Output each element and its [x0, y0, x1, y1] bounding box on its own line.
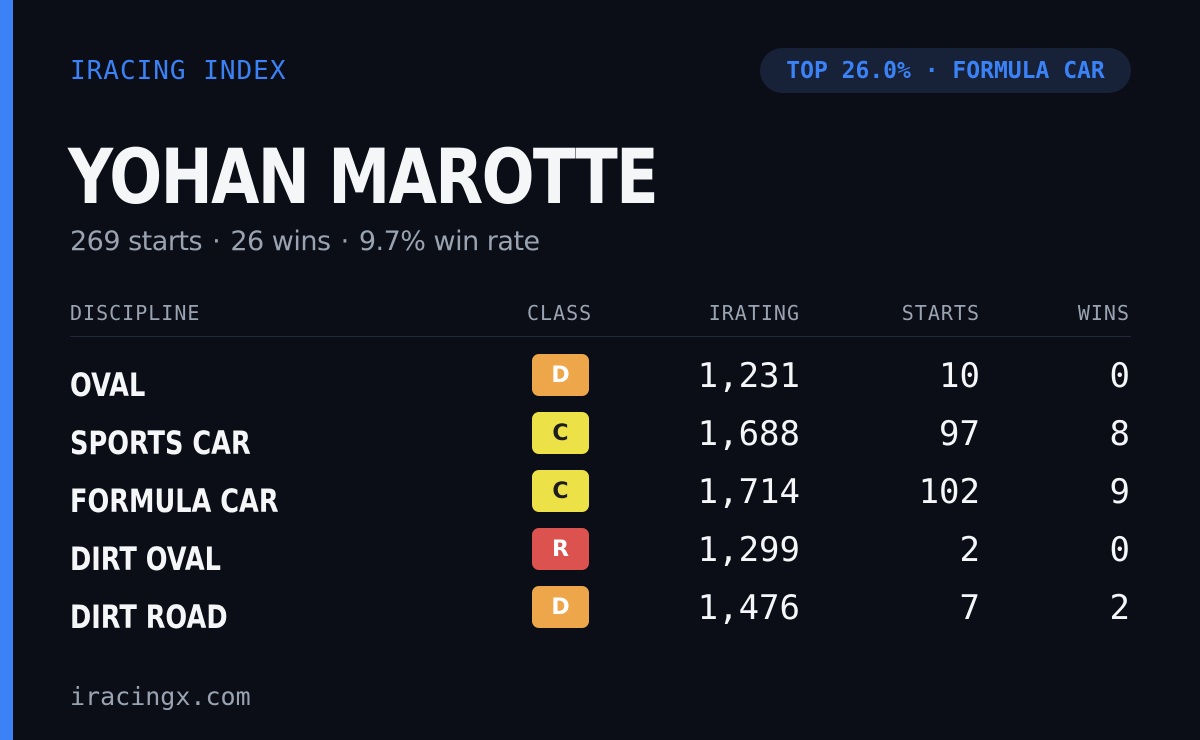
brand-title: IRACING INDEX	[70, 56, 287, 86]
footer-url[interactable]: iracingx.com	[70, 682, 251, 711]
accent-bar	[0, 0, 13, 740]
wins-value: 0	[1109, 530, 1130, 570]
header-class: CLASS	[527, 301, 593, 325]
starts-value: 97	[939, 414, 980, 454]
wins-value: 0	[1109, 356, 1130, 396]
rank-badge: TOP 26.0% · FORMULA CAR	[760, 48, 1131, 93]
win-rate: 9.7% win rate	[358, 226, 540, 257]
header-discipline: DISCIPLINE	[70, 301, 201, 325]
class-badge: D	[532, 354, 589, 396]
class-badge: C	[532, 412, 589, 454]
discipline-name: DIRT OVAL	[70, 540, 221, 578]
starts-value: 2	[959, 530, 980, 570]
header-divider	[70, 336, 1131, 337]
starts-value: 10	[939, 356, 980, 396]
table-row: OVAL D 1,231 10 0	[0, 354, 1200, 412]
wins-value: 9	[1109, 472, 1130, 512]
separator: ·	[340, 226, 350, 257]
driver-summary: 269 starts · 26 wins · 9.7% win rate	[70, 226, 540, 257]
table-row: DIRT OVAL R 1,299 2 0	[0, 528, 1200, 586]
starts-value: 7	[959, 588, 980, 628]
irating-value: 1,476	[697, 588, 800, 628]
irating-value: 1,714	[697, 472, 800, 512]
irating-value: 1,688	[697, 414, 800, 454]
class-badge: D	[532, 586, 589, 628]
separator: ·	[212, 226, 221, 257]
class-badge: R	[532, 528, 589, 570]
driver-name: YOHAN MAROTTE	[68, 132, 659, 221]
header-wins: WINS	[1077, 301, 1130, 325]
header-irating: IRATING	[708, 301, 800, 325]
header-starts: STARTS	[901, 301, 980, 325]
discipline-name: DIRT ROAD	[70, 598, 228, 636]
class-badge: C	[532, 470, 589, 512]
wins-value: 8	[1109, 414, 1130, 454]
starts-value: 102	[918, 472, 980, 512]
discipline-name: SPORTS CAR	[70, 424, 251, 462]
irating-value: 1,299	[697, 530, 800, 570]
table-row: DIRT ROAD D 1,476 7 2	[0, 586, 1200, 644]
wins-value: 2	[1109, 588, 1130, 628]
discipline-name: OVAL	[70, 366, 146, 404]
irating-value: 1,231	[697, 356, 800, 396]
starts-count: 269 starts	[70, 226, 203, 257]
table-row: FORMULA CAR C 1,714 102 9	[0, 470, 1200, 528]
discipline-name: FORMULA CAR	[70, 482, 279, 520]
wins-count: 26 wins	[230, 226, 331, 257]
table-row: SPORTS CAR C 1,688 97 8	[0, 412, 1200, 470]
